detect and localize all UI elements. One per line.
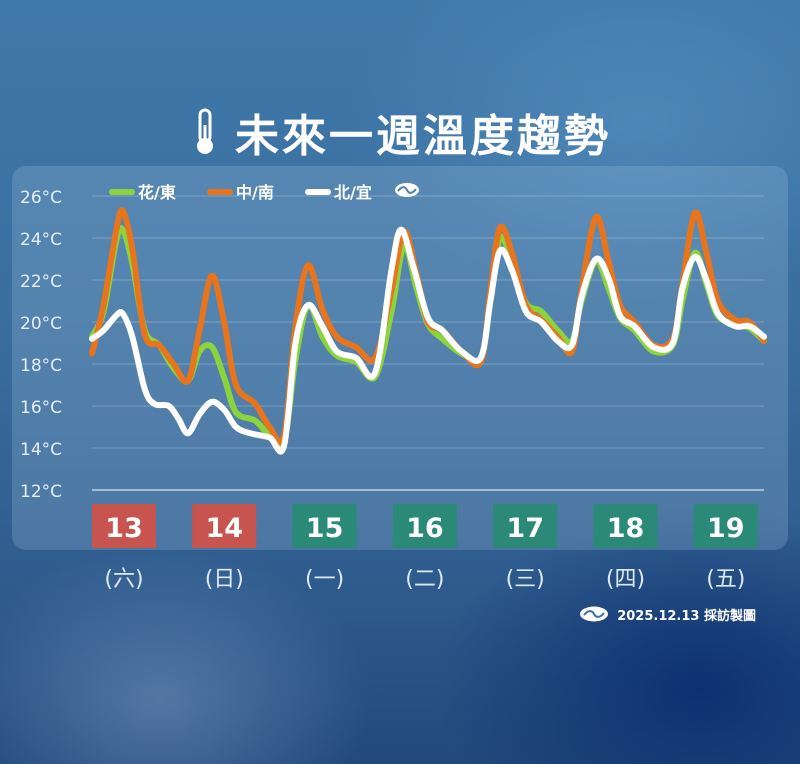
title-row: 未來一週溫度趨勢 (0, 100, 800, 164)
y-tick-label: 24°C (20, 230, 62, 250)
y-tick-label: 18°C (20, 356, 62, 376)
footer: 2025.12.13 採訪製圖 (579, 604, 756, 624)
day-box (693, 504, 758, 548)
weekday-label: (三) (505, 567, 545, 592)
day-date-label: 18 (607, 513, 645, 544)
weekday-label: (四) (605, 567, 646, 592)
weekday-label: (六) (104, 567, 144, 592)
cwa-logo-icon (580, 606, 609, 622)
day-box (292, 504, 357, 548)
y-tick-label: 14°C (20, 440, 62, 460)
day-date-label: 17 (506, 513, 544, 544)
day-box (192, 504, 257, 548)
day-date-label: 13 (105, 513, 143, 544)
cwa-logo-icon (395, 183, 419, 197)
weekday-label: (一) (305, 567, 345, 592)
y-tick-label: 16°C (20, 398, 62, 418)
day-box (392, 504, 457, 548)
thermometer-icon (197, 108, 213, 154)
day-box (92, 504, 156, 548)
chart-title: 未來一週溫度趨勢 (235, 111, 611, 162)
day-box (593, 504, 658, 548)
day-box (493, 504, 558, 548)
legend-label: 中/南 (236, 183, 274, 202)
weekday-label: (日) (204, 567, 244, 592)
series-line-central-south (89, 207, 767, 445)
day-date-label: 19 (707, 513, 745, 544)
y-tick-label: 20°C (20, 314, 62, 334)
footer-text: 2025.12.13 採訪製圖 (617, 608, 756, 624)
day-date-label: 16 (406, 513, 444, 544)
legend-label: 北/宜 (334, 183, 372, 202)
day-date-label: 14 (206, 513, 244, 544)
y-tick-label: 22°C (20, 272, 62, 292)
weekday-label: (五) (706, 567, 746, 592)
series-line-hualien-taitung (89, 225, 767, 450)
series-line-north-yilan (89, 226, 767, 455)
y-tick-label: 12°C (20, 482, 62, 502)
y-tick-label: 26°C (20, 188, 62, 208)
day-date-label: 15 (306, 513, 344, 544)
weekday-label: (二) (405, 567, 445, 592)
legend-label: 花/東 (138, 183, 176, 202)
